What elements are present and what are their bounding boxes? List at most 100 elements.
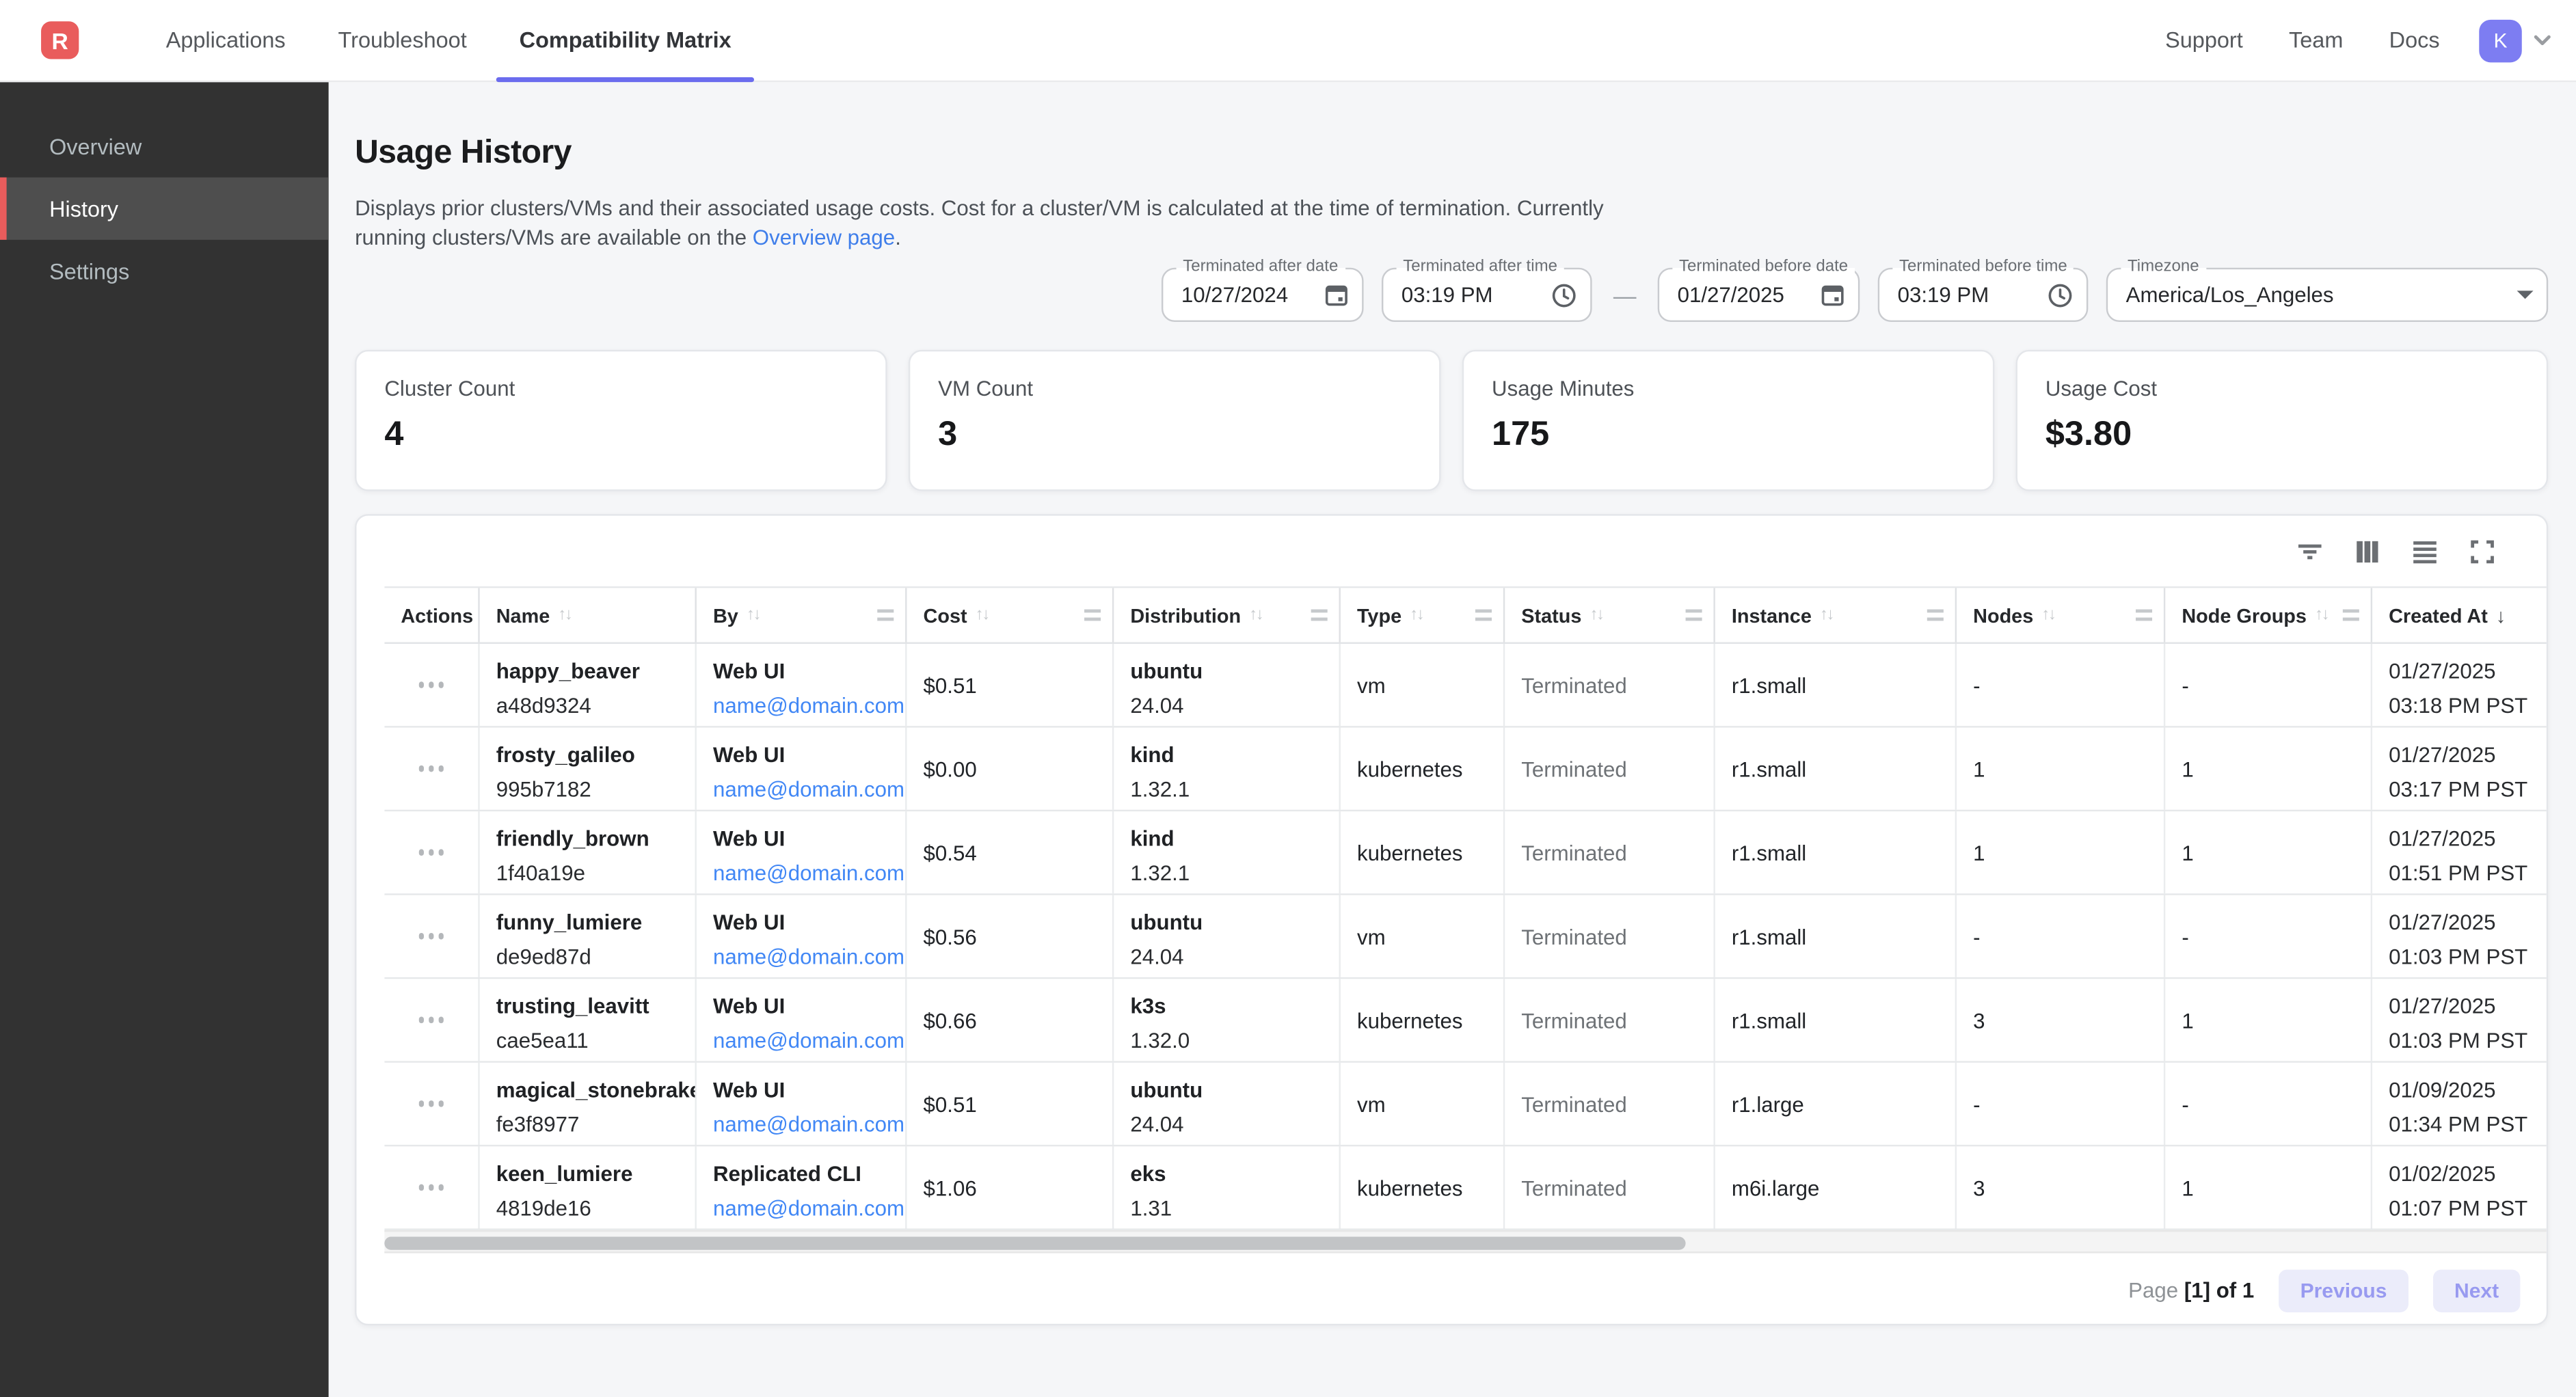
replicated-logo-icon[interactable]: R (41, 21, 79, 59)
column-header-nodes[interactable]: Nodes↑↓ (1957, 588, 2165, 642)
field-value[interactable]: 03:19 PM (1401, 282, 1538, 307)
cell-actions (384, 1146, 479, 1228)
column-header-status[interactable]: Status↑↓ (1505, 588, 1715, 642)
terminated-before-time-field[interactable]: Terminated before time 03:19 PM (1878, 268, 2089, 322)
cell-line-2: 1.32.1 (1130, 860, 1339, 886)
email-link[interactable]: name@domain.com (713, 1195, 904, 1220)
row-actions-button[interactable] (409, 979, 454, 1061)
field-value[interactable]: 10/27/2024 (1181, 282, 1311, 307)
stats-row: Cluster Count 4 VM Count 3 Usage Minutes… (355, 350, 2548, 491)
nav-item-compatibility-matrix[interactable]: Compatibility Matrix (493, 0, 757, 81)
next-page-button[interactable]: Next (2433, 1269, 2521, 1311)
sort-arrows-icon[interactable]: ↑↓ (1249, 606, 1262, 624)
sort-arrows-icon[interactable]: ↑↓ (747, 606, 760, 624)
status-text: Terminated (1521, 1175, 1627, 1199)
terminated-after-date-field[interactable]: Terminated after date 10/27/2024 (1162, 268, 1364, 322)
column-menu-icon[interactable] (1686, 610, 1702, 621)
sort-arrows-icon[interactable]: ↑↓ (976, 606, 989, 624)
sort-desc-icon[interactable]: ↓ (2496, 603, 2506, 627)
dropdown-arrow-icon[interactable] (2517, 290, 2534, 299)
calendar-icon[interactable] (1324, 282, 1349, 307)
sort-arrows-icon[interactable]: ↑↓ (558, 606, 571, 624)
horizontal-scrollbar[interactable] (384, 1230, 2548, 1253)
field-value[interactable]: America/Los_Angeles (2126, 282, 2504, 307)
column-menu-icon[interactable] (1927, 610, 1944, 621)
sort-arrows-icon[interactable]: ↑↓ (1820, 606, 1833, 624)
cell-line-1: Web UI (713, 826, 905, 852)
sort-arrows-icon[interactable]: ↑↓ (2315, 606, 2328, 624)
calendar-icon[interactable] (1821, 282, 1845, 307)
cell-nodes: 3 (1957, 979, 2165, 1061)
stat-label: VM Count (938, 376, 1411, 401)
email-link[interactable]: name@domain.com (713, 693, 904, 718)
column-header-created_at[interactable]: Created At↓ (2372, 588, 2548, 642)
column-header-distribution[interactable]: Distribution↑↓ (1114, 588, 1341, 642)
sidebar-item-overview[interactable]: Overview (0, 115, 329, 177)
status-text: Terminated (1521, 840, 1627, 865)
cell-cost: $0.56 (907, 895, 1114, 977)
column-menu-icon[interactable] (1084, 610, 1101, 621)
nav-link-support[interactable]: Support (2142, 28, 2266, 53)
column-header-label: Actions (401, 603, 473, 627)
timezone-select[interactable]: Timezone America/Los_Angeles (2106, 268, 2548, 322)
row-actions-button[interactable] (409, 728, 454, 810)
column-header-name[interactable]: Name↑↓ (480, 588, 697, 642)
sidebar-item-history[interactable]: History (0, 178, 329, 240)
row-actions-button[interactable] (409, 895, 454, 977)
fullscreen-icon[interactable] (2467, 537, 2497, 566)
row-actions-button[interactable] (409, 1146, 454, 1228)
column-header-by[interactable]: By↑↓ (697, 588, 907, 642)
email-link[interactable]: name@domain.com (713, 945, 904, 969)
sort-arrows-icon[interactable]: ↑↓ (1410, 606, 1423, 624)
nav-link-team[interactable]: Team (2266, 28, 2366, 53)
nav-item-applications[interactable]: Applications (139, 0, 312, 81)
cell-line-1: happy_beaver (496, 659, 695, 685)
density-icon[interactable] (2410, 537, 2439, 566)
cell-value: 1 (2182, 1007, 2193, 1032)
scrollbar-thumb[interactable] (384, 1237, 1685, 1250)
clock-icon[interactable] (2047, 282, 2073, 308)
sort-arrows-icon[interactable]: ↑↓ (2041, 606, 2054, 624)
column-menu-icon[interactable] (2343, 610, 2359, 621)
filter-icon[interactable] (2295, 537, 2324, 566)
cell-instance: r1.small (1715, 728, 1957, 810)
sort-arrows-icon[interactable]: ↑↓ (1589, 606, 1602, 624)
field-value[interactable]: 01/27/2025 (1678, 282, 1808, 307)
nav-link-docs[interactable]: Docs (2366, 28, 2463, 53)
overview-page-link[interactable]: Overview page (753, 224, 895, 249)
row-actions-button[interactable] (409, 1063, 454, 1145)
sidebar-item-settings[interactable]: Settings (0, 240, 329, 302)
column-menu-icon[interactable] (877, 610, 894, 621)
email-link[interactable]: name@domain.com (713, 1028, 904, 1053)
cell-line-2: 01:51 PM PST (2389, 860, 2548, 886)
field-value[interactable]: 03:19 PM (1898, 282, 2034, 307)
column-menu-icon[interactable] (1311, 610, 1328, 621)
avatar[interactable]: K (2479, 19, 2521, 62)
column-header-node_groups[interactable]: Node Groups↑↓ (2165, 588, 2372, 642)
cell-line-1: keen_lumiere (496, 1161, 695, 1187)
column-header-cost[interactable]: Cost↑↓ (907, 588, 1114, 642)
column-menu-icon[interactable] (2136, 610, 2152, 621)
column-menu-icon[interactable] (1475, 610, 1492, 621)
nav-item-troubleshoot[interactable]: Troubleshoot (312, 0, 493, 81)
email-link[interactable]: name@domain.com (713, 860, 904, 885)
cell-status: Terminated (1505, 728, 1715, 810)
row-actions-button[interactable] (409, 644, 454, 726)
columns-icon[interactable] (2352, 537, 2382, 566)
terminated-before-date-field[interactable]: Terminated before date 01/27/2025 (1658, 268, 1860, 322)
cell-node_groups: 1 (2165, 1146, 2372, 1228)
clock-icon[interactable] (1551, 282, 1577, 308)
email-link[interactable]: name@domain.com (713, 777, 904, 802)
cell-type: vm (1341, 644, 1505, 726)
cell-type: vm (1341, 895, 1505, 977)
cell-created_at: 01/27/202501:03 PM PST (2372, 979, 2548, 1061)
previous-page-button[interactable]: Previous (2279, 1269, 2408, 1311)
column-header-type[interactable]: Type↑↓ (1341, 588, 1505, 642)
terminated-after-time-field[interactable]: Terminated after time 03:19 PM (1382, 268, 1592, 322)
column-header-instance[interactable]: Instance↑↓ (1715, 588, 1957, 642)
email-link[interactable]: name@domain.com (713, 1112, 904, 1137)
row-actions-button[interactable] (409, 811, 454, 893)
chevron-down-icon[interactable] (2532, 29, 2553, 51)
cell-actions (384, 895, 479, 977)
cell-by: Web UIname@domain.com (697, 895, 907, 977)
